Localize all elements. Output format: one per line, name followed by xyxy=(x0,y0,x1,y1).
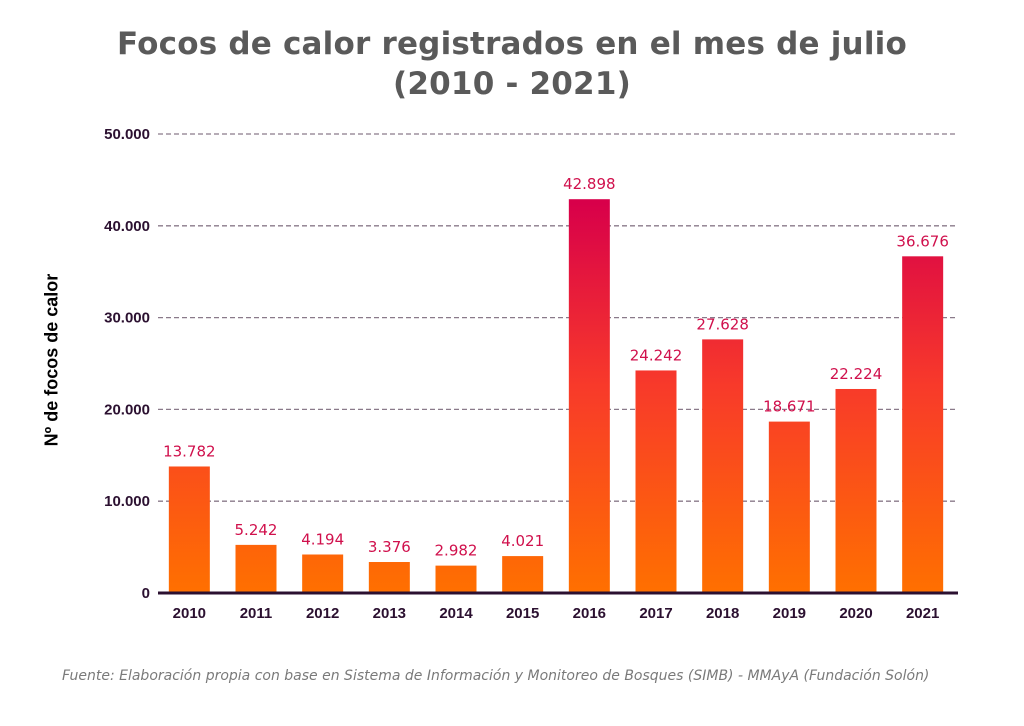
bar-2018 xyxy=(702,339,744,593)
y-tick-label: 0 xyxy=(142,585,150,602)
bar-2019 xyxy=(768,421,810,593)
data-label-2015: 4.021 xyxy=(501,532,544,550)
bar-2013 xyxy=(368,562,410,593)
chart-title: Focos de calor registrados en el mes de … xyxy=(0,24,1024,104)
data-label-2011: 5.242 xyxy=(235,521,278,539)
data-label-2021: 36.676 xyxy=(896,232,949,250)
x-tick-label: 2014 xyxy=(439,605,473,622)
x-tick-label: 2020 xyxy=(839,605,872,622)
x-tick-label: 2018 xyxy=(706,605,739,622)
data-label-2014: 2.982 xyxy=(435,542,478,560)
source-note: Fuente: Elaboración propia con base en S… xyxy=(62,668,930,684)
x-tick-label: 2010 xyxy=(173,605,206,622)
x-tick-label: 2012 xyxy=(306,605,339,622)
data-label-2018: 27.628 xyxy=(696,315,749,333)
chart-title-line2: (2010 - 2021) xyxy=(393,66,631,102)
x-axis-ticks: 2010 2011 2012 2013 2014 2015 2016 2017 2018 2019… xyxy=(173,605,940,622)
x-tick-label: 2019 xyxy=(773,605,806,622)
bar-2014 xyxy=(435,565,477,593)
bar-2016 xyxy=(568,199,610,594)
x-tick-label: 2011 xyxy=(240,605,273,622)
y-tick-label: 30.000 xyxy=(104,310,150,327)
y-tick-label: 40.000 xyxy=(104,218,150,235)
x-tick-label: 2016 xyxy=(573,605,606,622)
y-tick-label: 10.000 xyxy=(104,493,150,510)
data-label-2012: 4.194 xyxy=(301,530,344,548)
bar-2021 xyxy=(902,256,944,593)
bar-2020 xyxy=(835,388,877,593)
x-tick-label: 2013 xyxy=(373,605,406,622)
y-tick-label: 20.000 xyxy=(104,401,150,418)
bar-2015 xyxy=(502,556,544,593)
bar-2017 xyxy=(635,370,677,593)
gridlines xyxy=(158,133,958,502)
y-axis-ticks: 0 10.000 20.000 30.000 40.000 50.000 xyxy=(104,126,150,602)
bar-2011 xyxy=(235,544,277,593)
data-label-2013: 3.376 xyxy=(368,538,411,556)
y-tick-label: 50.000 xyxy=(104,126,150,143)
data-label-2010: 13.782 xyxy=(163,442,216,460)
chart-title-line1: Focos de calor registrados en el mes de … xyxy=(117,26,907,62)
bar-2010 xyxy=(168,466,210,593)
bars xyxy=(168,199,944,594)
x-tick-label: 2021 xyxy=(906,605,939,622)
bar-2012 xyxy=(302,554,344,593)
data-label-2019: 18.671 xyxy=(763,398,816,416)
x-tick-label: 2017 xyxy=(639,605,672,622)
data-label-2016: 42.898 xyxy=(563,175,616,193)
x-tick-label: 2015 xyxy=(506,605,539,622)
data-label-2020: 22.224 xyxy=(830,365,883,383)
data-label-2017: 24.242 xyxy=(630,346,683,364)
data-labels: 13.782 5.242 4.194 3.376 2.982 4.021 42.898 24.… xyxy=(163,175,949,559)
